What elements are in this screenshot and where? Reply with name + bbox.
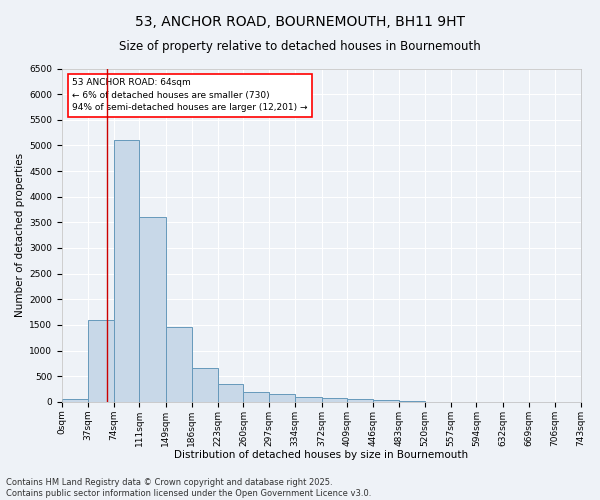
- Bar: [218, 384, 244, 402]
- Bar: [295, 396, 322, 402]
- Bar: [322, 398, 347, 402]
- Bar: [244, 392, 269, 402]
- Text: Size of property relative to detached houses in Bournemouth: Size of property relative to detached ho…: [119, 40, 481, 53]
- Text: Contains HM Land Registry data © Crown copyright and database right 2025.
Contai: Contains HM Land Registry data © Crown c…: [6, 478, 371, 498]
- Bar: [166, 328, 192, 402]
- Bar: [113, 140, 139, 402]
- Bar: [347, 398, 373, 402]
- X-axis label: Distribution of detached houses by size in Bournemouth: Distribution of detached houses by size …: [174, 450, 468, 460]
- Bar: [373, 400, 399, 402]
- Bar: [88, 320, 113, 402]
- Text: 53, ANCHOR ROAD, BOURNEMOUTH, BH11 9HT: 53, ANCHOR ROAD, BOURNEMOUTH, BH11 9HT: [135, 15, 465, 29]
- Bar: [139, 217, 166, 402]
- Text: 53 ANCHOR ROAD: 64sqm
← 6% of detached houses are smaller (730)
94% of semi-deta: 53 ANCHOR ROAD: 64sqm ← 6% of detached h…: [72, 78, 308, 112]
- Y-axis label: Number of detached properties: Number of detached properties: [15, 153, 25, 317]
- Bar: [62, 400, 88, 402]
- Bar: [192, 368, 218, 402]
- Bar: [269, 394, 295, 402]
